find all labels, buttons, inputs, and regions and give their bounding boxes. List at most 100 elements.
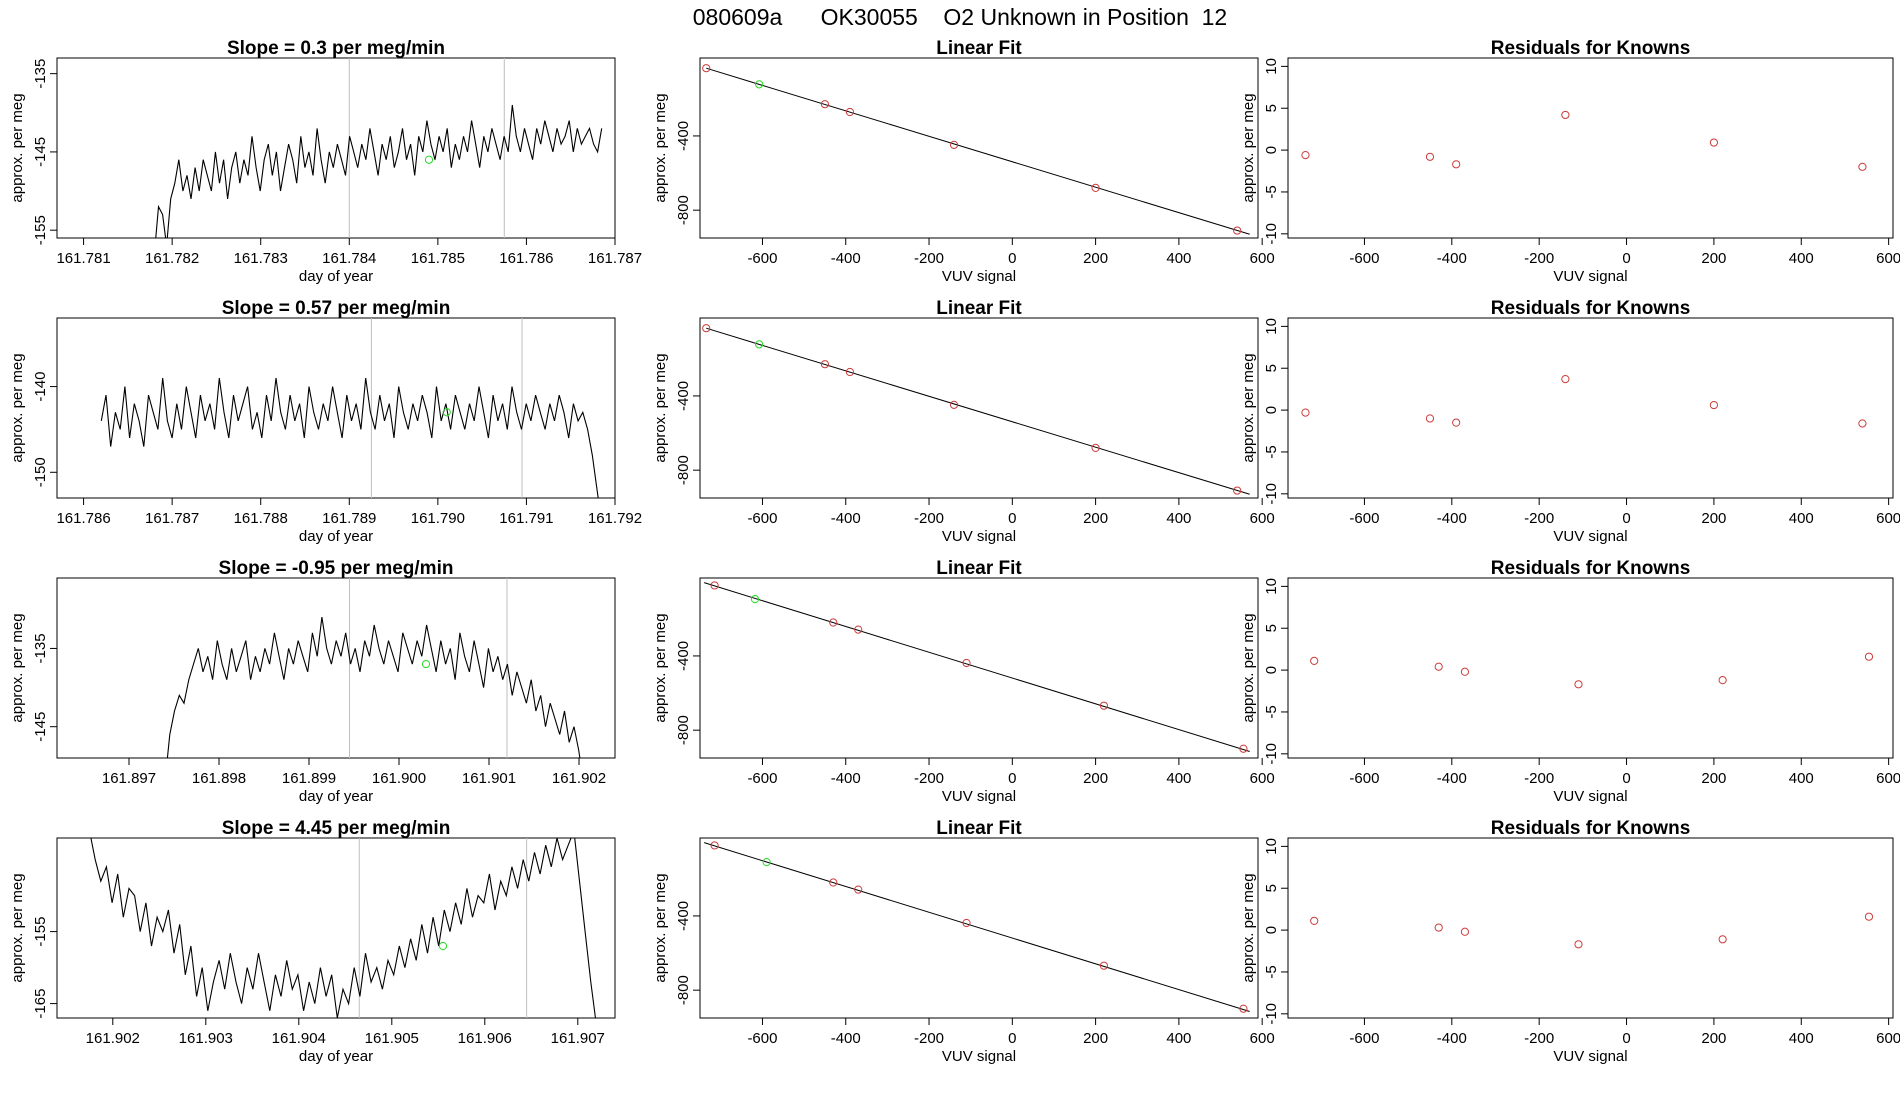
signal-series-line xyxy=(166,617,581,758)
y-tick-label: -5 xyxy=(1263,185,1280,198)
unknown-point xyxy=(421,659,431,669)
known-point xyxy=(1709,138,1719,147)
known-point xyxy=(1425,152,1435,161)
y-axis-label: approx. per meg xyxy=(9,873,26,982)
panel-title: Residuals for Knowns xyxy=(1491,38,1691,59)
y-tick-label: -5 xyxy=(1263,445,1280,458)
plot-frame xyxy=(699,577,1259,759)
panels-layer: Slope = 0.3 per meg/min 161.781 161.782 161… xyxy=(9,38,1900,1065)
known-point xyxy=(1310,916,1319,925)
known-point xyxy=(949,400,959,409)
chart-panel: Residuals for Knowns -600 -400 -200 0 200 400 6… xyxy=(1240,558,1900,805)
known-point xyxy=(1301,151,1310,160)
y-tick-label: 10 xyxy=(1263,318,1280,335)
x-tick-label: 161.904 xyxy=(272,1030,326,1047)
x-axis-label: VUV signal xyxy=(1553,528,1627,545)
x-tick-label: 600 xyxy=(1876,770,1900,787)
x-tick-label: 161.781 xyxy=(56,250,110,267)
x-tick-label: 400 xyxy=(1166,250,1191,267)
y-tick-label: -10 xyxy=(1263,223,1280,245)
y-tick-label: -135 xyxy=(32,633,49,663)
x-tick-label: -400 xyxy=(1437,510,1467,527)
known-point xyxy=(845,107,855,117)
known-point xyxy=(1091,183,1100,192)
x-tick-label: 400 xyxy=(1166,510,1191,527)
x-tick-label: -600 xyxy=(747,510,777,527)
x-tick-label: 0 xyxy=(1008,510,1016,527)
x-tick-label: 161.902 xyxy=(552,770,606,787)
data-layer xyxy=(704,581,1250,753)
known-point xyxy=(1858,419,1867,428)
y-tick-label: 10 xyxy=(1263,838,1280,855)
known-point xyxy=(1574,940,1583,949)
y-axis-label: approx. per meg xyxy=(652,613,669,722)
plot-frame xyxy=(1287,57,1894,239)
known-point xyxy=(854,625,863,634)
x-tick-label: 0 xyxy=(1008,770,1016,787)
x-tick-label: 200 xyxy=(1083,770,1108,787)
data-layer xyxy=(1301,375,1867,428)
known-point xyxy=(1561,110,1570,120)
known-point xyxy=(702,324,711,333)
y-axis-label: approx. per meg xyxy=(652,873,669,982)
y-tick-label: -400 xyxy=(675,901,692,931)
y-tick-label: -10 xyxy=(1263,483,1280,505)
plot-frame xyxy=(699,317,1259,499)
x-tick-label: -600 xyxy=(1349,770,1379,787)
panel-title: Residuals for Knowns xyxy=(1491,558,1691,579)
known-point xyxy=(1310,656,1319,665)
x-tick-label: 161.907 xyxy=(551,1030,605,1047)
signal-series-line xyxy=(90,838,597,1018)
panel-title: Slope = 0.3 per meg/min xyxy=(227,38,445,59)
known-point xyxy=(702,64,711,73)
x-axis-label: day of year xyxy=(299,528,373,545)
chart-panel: Linear Fit -600 -400 -200 0 200 400 600 -400 -800… xyxy=(652,558,1275,805)
y-tick-label: -155 xyxy=(32,215,49,245)
plot-frame xyxy=(699,837,1259,1019)
y-axis-label: approx. per meg xyxy=(9,613,26,722)
unknown-point xyxy=(762,858,771,867)
unknown-point xyxy=(750,595,760,604)
known-point xyxy=(1460,927,1470,936)
unknown-point xyxy=(442,408,451,417)
known-point xyxy=(1301,408,1310,417)
x-tick-label: 200 xyxy=(1701,510,1726,527)
unknown-point xyxy=(755,340,764,349)
known-point xyxy=(1434,662,1443,671)
x-tick-label: -200 xyxy=(914,1030,944,1047)
known-point xyxy=(854,885,863,894)
y-tick-label: -5 xyxy=(1263,705,1280,718)
known-point xyxy=(1099,961,1109,970)
known-point xyxy=(845,367,855,377)
known-point xyxy=(1561,375,1570,384)
plot-frame xyxy=(56,57,616,239)
x-tick-label: 400 xyxy=(1166,1030,1191,1047)
signal-series-line xyxy=(155,104,603,238)
x-tick-label: 161.786 xyxy=(56,510,110,527)
plot-frame xyxy=(1287,317,1894,499)
x-tick-label: 600 xyxy=(1250,250,1275,267)
x-tick-label: 161.783 xyxy=(234,250,288,267)
panel-title: Linear Fit xyxy=(936,558,1022,579)
x-tick-label: 200 xyxy=(1083,510,1108,527)
x-tick-label: 161.785 xyxy=(411,250,465,267)
x-tick-label: 400 xyxy=(1789,1030,1814,1047)
known-point xyxy=(962,918,971,928)
y-tick-label: -135 xyxy=(32,59,49,89)
y-tick-label: -800 xyxy=(675,195,692,225)
y-tick-label: -800 xyxy=(675,455,692,485)
x-tick-label: 600 xyxy=(1250,1030,1275,1047)
x-tick-label: 161.898 xyxy=(192,770,246,787)
x-tick-label: 161.784 xyxy=(322,250,376,267)
y-tick-label: -800 xyxy=(675,975,692,1005)
known-point xyxy=(1091,443,1100,452)
x-tick-label: 200 xyxy=(1083,1030,1108,1047)
x-tick-label: -400 xyxy=(1437,250,1467,267)
x-tick-label: -200 xyxy=(1524,250,1554,267)
y-axis-label: approx. per meg xyxy=(1240,353,1257,462)
x-tick-label: -400 xyxy=(831,250,861,267)
chart-panel: Linear Fit -600 -400 -200 0 200 400 600 -400 -800… xyxy=(652,298,1275,545)
x-tick-label: 0 xyxy=(1008,250,1016,267)
x-axis-label: VUV signal xyxy=(942,788,1016,805)
